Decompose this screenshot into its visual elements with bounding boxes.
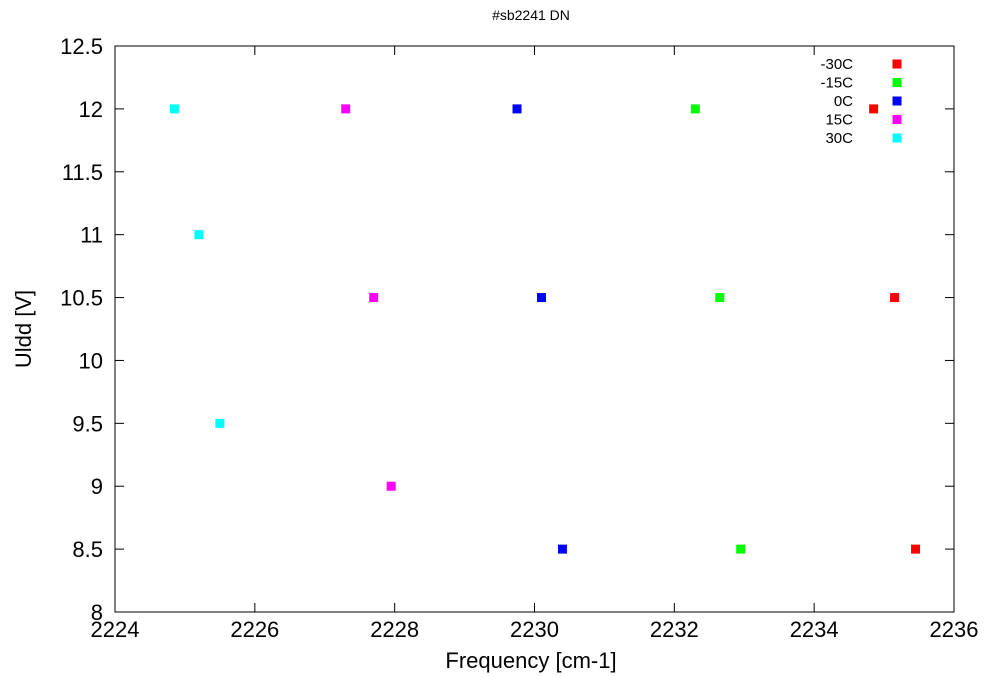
legend-label: -30C <box>820 56 853 73</box>
y-tick-label: 11 <box>80 223 103 248</box>
legend-marker <box>892 78 902 87</box>
axis-ticks <box>114 45 955 613</box>
y-axis-title: Uldd [V] <box>11 290 36 368</box>
data-point-0C <box>512 104 522 114</box>
y-tick-label: 8.5 <box>72 537 103 562</box>
legend-label: 30C <box>825 130 853 147</box>
y-tick-label: 12.5 <box>60 34 103 59</box>
data-points <box>169 104 921 554</box>
x-tick-label: 2236 <box>930 617 979 642</box>
x-tick-label: 2224 <box>91 617 140 642</box>
legend-marker <box>892 59 902 69</box>
y-tick-label: 12 <box>79 97 103 122</box>
data-point--30C <box>911 544 921 554</box>
legend-marker <box>892 96 902 106</box>
x-axis-title: Frequency [cm-1] <box>445 648 616 673</box>
x-tick-label: 2228 <box>370 617 419 642</box>
legend-label: 15C <box>825 112 853 129</box>
x-tick-label: 2230 <box>510 617 559 642</box>
legend-marker <box>892 133 902 143</box>
data-point--15C <box>690 104 700 114</box>
data-point-0C <box>536 293 546 303</box>
y-tick-label: 9.5 <box>72 411 103 436</box>
y-tick-label: 8 <box>91 600 103 625</box>
data-point-15C <box>341 104 351 114</box>
data-point-30C <box>169 104 179 114</box>
legend-marker <box>892 115 902 124</box>
data-point--30C <box>890 293 900 303</box>
y-tick-label: 10.5 <box>60 286 103 311</box>
tick-labels: 2224 2226 2228 2230 2232 2234 2236 8 8.5 9 9.5 10 10… <box>60 34 978 642</box>
legend-label: 0C <box>834 93 853 110</box>
y-tick-label: 9 <box>91 474 103 499</box>
legend-label: -15C <box>820 75 853 92</box>
x-tick-label: 2234 <box>790 617 839 642</box>
data-point--15C <box>715 293 725 303</box>
y-tick-label: 11.5 <box>62 160 103 185</box>
data-point-30C <box>215 418 225 428</box>
x-tick-label: 2232 <box>650 617 699 642</box>
x-tick-label: 2226 <box>230 617 279 642</box>
chart-title: #sb2241 DN <box>492 7 570 23</box>
data-point-15C <box>369 293 379 303</box>
data-point-0C <box>557 544 567 554</box>
data-point--30C <box>869 104 879 114</box>
data-point-30C <box>194 230 204 240</box>
data-point-15C <box>386 481 396 491</box>
data-point--15C <box>736 544 746 554</box>
y-tick-label: 10 <box>79 348 103 373</box>
